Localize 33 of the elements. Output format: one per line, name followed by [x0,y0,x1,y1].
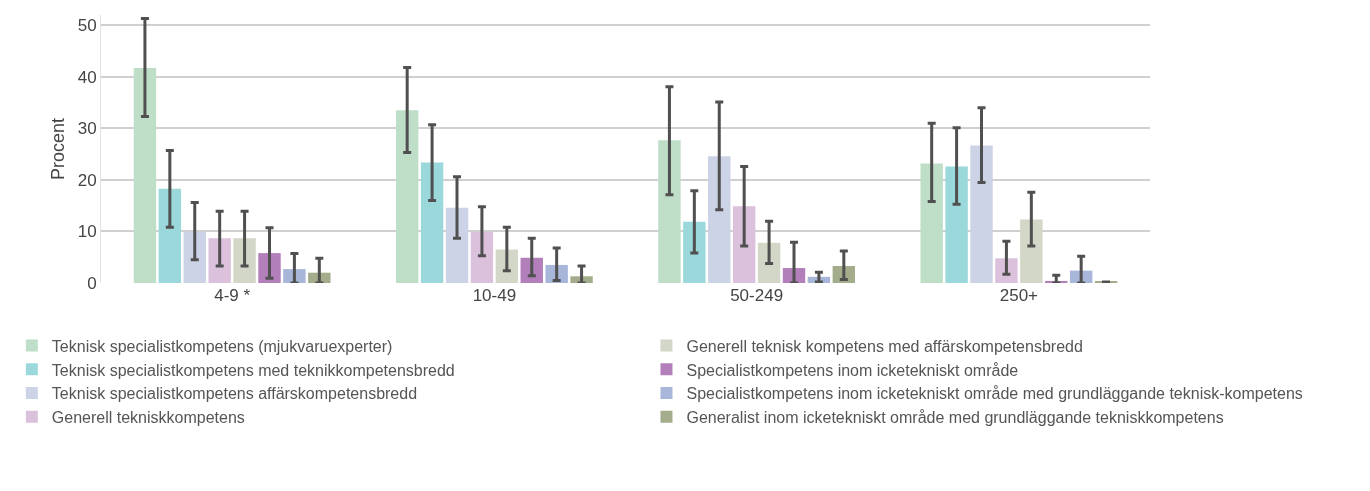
y-tick-label: 50 [77,16,97,36]
legend-label: Specialistkompetens inom icketekniskt område [686,361,1019,379]
legend-label: Teknisk specialistkompetens med teknikkompetensbredd [51,361,455,379]
x-tick-label: 50-249 [730,286,784,305]
bar [732,206,756,283]
legend-label: Specialistkompetens inom icketekniskt område med grundläggande teknisk-kompetens [686,385,1303,403]
bar [133,68,157,283]
bar [920,163,943,283]
x-tick-label: 10-49 [472,286,517,305]
legend-label: Generalist inom icketekniskt område med grundläggande tekniskkompetens [686,409,1224,427]
legend-label: Generell tekniskkompetens [51,409,245,427]
y-tick-label: 0 [87,273,97,293]
y-tick-label: 30 [77,119,97,139]
legend-label: Teknisk specialistkompetens affärskompetensbredd [51,385,418,403]
bar [708,156,731,283]
bar [183,231,206,283]
legend-label: Teknisk specialistkompetens (mjukvaruexperter) [51,337,393,355]
bar [395,110,419,283]
bar [420,162,444,283]
bar [658,140,681,283]
y-axis-title: Procent [47,117,68,181]
bar [970,145,993,283]
bar [683,221,706,283]
bar [470,231,494,283]
y-tick-label: 20 [77,170,97,190]
bar [158,188,182,283]
y-tick-label: 10 [77,222,97,242]
bar [445,207,469,283]
legend-label: Generell teknisk kompetens med affärskompetensbredd [686,337,1083,355]
y-tick-label: 40 [77,67,97,87]
x-tick-label: 4-9 * [214,286,251,305]
x-tick-label: 250+ [999,286,1039,305]
bar [945,166,968,283]
